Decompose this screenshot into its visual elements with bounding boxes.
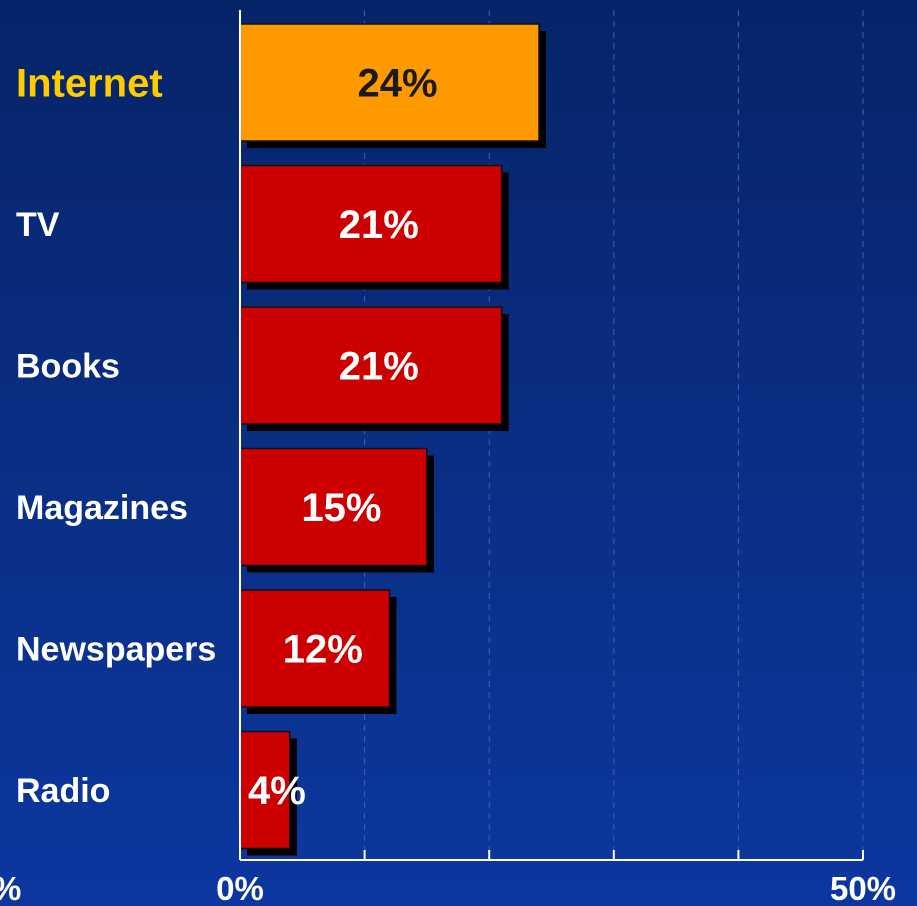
bar [239, 306, 503, 425]
bar [239, 164, 503, 284]
value-label: 21% [339, 203, 419, 247]
category-labels: Internet TV Books Magazines Newspapers Radio [16, 62, 216, 811]
category-label: Newspapers [16, 631, 216, 669]
bar [239, 447, 428, 567]
value-label: 24% [357, 62, 437, 106]
tick-label-cut: % [0, 870, 21, 906]
category-label: TV [16, 206, 60, 244]
bar [239, 589, 391, 708]
category-label: Books [16, 348, 120, 386]
x-axis-ticks [363, 850, 864, 860]
tick-label-zero: 0% [216, 870, 264, 906]
value-label: 15% [301, 486, 381, 530]
bar [239, 23, 540, 142]
value-label: 21% [339, 345, 419, 389]
value-label: 4% [248, 769, 306, 813]
category-label: Internet [16, 62, 163, 106]
category-label: Magazines [16, 489, 188, 527]
bars-group [239, 23, 547, 856]
gridlines [364, 10, 864, 860]
value-label: 12% [283, 628, 363, 672]
tick-label-max: 50% [830, 870, 896, 906]
category-label: Radio [16, 772, 110, 810]
value-labels: 24% 21% 21% 15% 12% 4% [248, 62, 438, 814]
